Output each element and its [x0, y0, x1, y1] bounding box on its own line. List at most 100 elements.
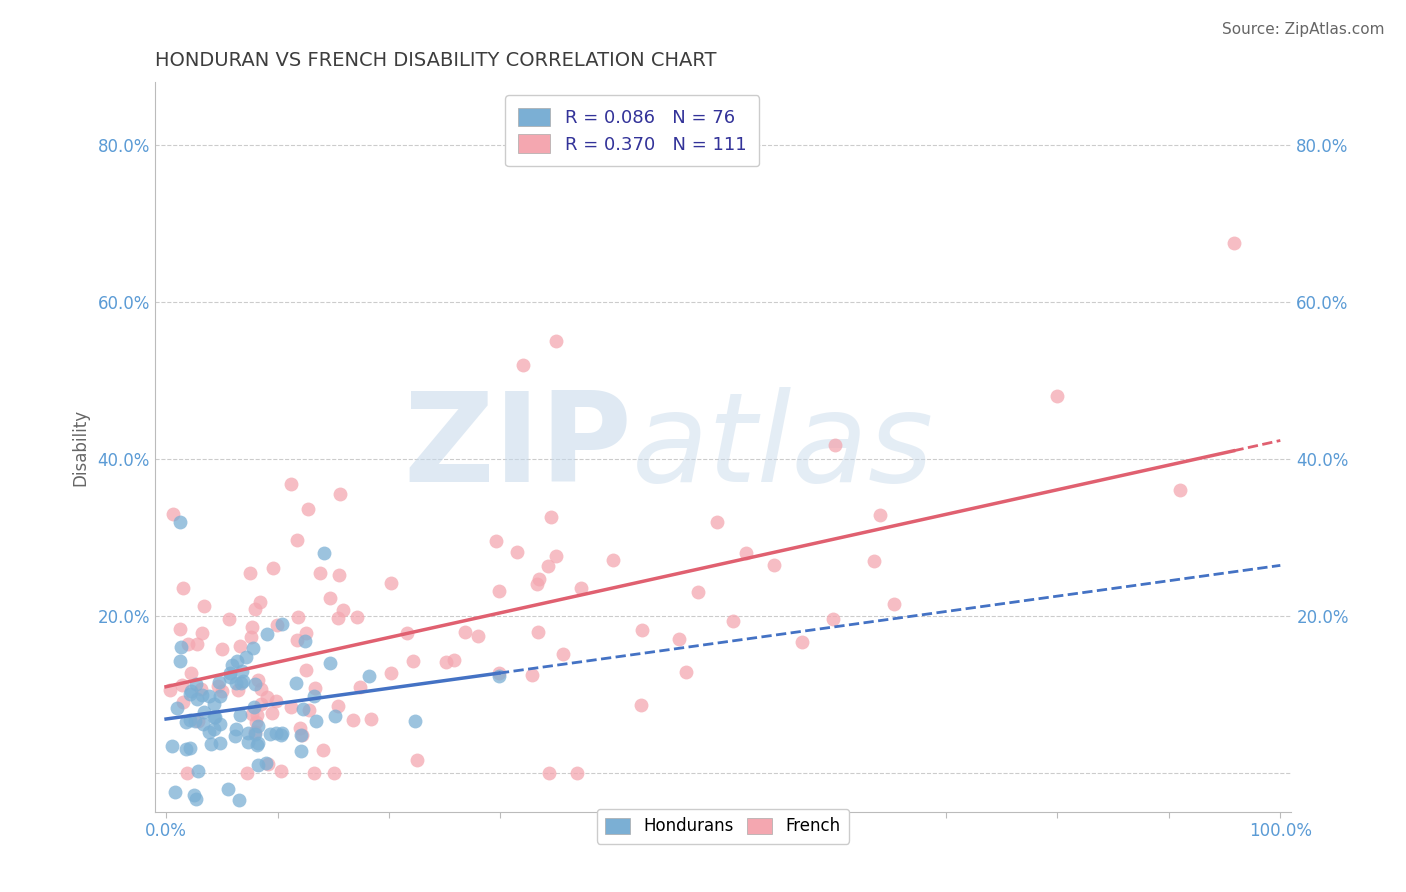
- Point: [380, 665, 402, 680]
- Point: [187, 764, 209, 779]
- Point: [538, 765, 561, 780]
- Point: [271, 616, 294, 631]
- Point: [191, 717, 214, 731]
- Point: [305, 714, 328, 729]
- Point: [287, 609, 309, 624]
- Point: [821, 612, 844, 626]
- Point: [304, 681, 326, 696]
- Point: [190, 625, 212, 640]
- Point: [488, 583, 510, 598]
- Point: [202, 722, 225, 736]
- Point: [883, 597, 905, 611]
- Point: [540, 510, 562, 524]
- Point: [526, 577, 548, 591]
- Point: [198, 689, 221, 703]
- Point: [290, 744, 312, 758]
- Point: [380, 576, 402, 591]
- Point: [256, 757, 278, 772]
- Point: [198, 725, 221, 739]
- Point: [217, 781, 239, 796]
- Point: [488, 669, 510, 683]
- Point: [200, 737, 222, 751]
- Point: [209, 717, 232, 731]
- Point: [235, 650, 257, 665]
- Point: [172, 582, 194, 596]
- Point: [260, 706, 283, 721]
- Point: [285, 533, 308, 547]
- Point: [176, 637, 198, 651]
- Point: [256, 690, 278, 704]
- Point: [454, 625, 477, 640]
- Point: [295, 626, 318, 640]
- Point: [236, 765, 259, 780]
- Point: [179, 666, 201, 681]
- Point: [169, 623, 191, 637]
- Point: [208, 690, 231, 704]
- Point: [186, 692, 208, 706]
- Legend: Hondurans, French: Hondurans, French: [598, 809, 849, 844]
- Point: [218, 612, 240, 626]
- Point: [298, 703, 321, 717]
- Point: [162, 508, 184, 522]
- Point: [319, 591, 342, 605]
- Point: [159, 682, 181, 697]
- Point: [179, 714, 201, 728]
- Point: [209, 736, 232, 750]
- Point: [226, 683, 249, 698]
- Point: [211, 684, 233, 698]
- Point: [1222, 236, 1244, 251]
- Point: [240, 631, 263, 645]
- Point: [247, 736, 270, 750]
- Point: [187, 714, 209, 728]
- Point: [280, 700, 302, 714]
- Point: [225, 722, 247, 736]
- Point: [328, 567, 350, 582]
- Point: [567, 765, 589, 780]
- Point: [193, 705, 215, 719]
- Point: [262, 561, 284, 575]
- Point: [862, 553, 884, 567]
- Point: [688, 584, 710, 599]
- Point: [225, 655, 247, 669]
- Point: [183, 788, 205, 802]
- Point: [225, 675, 247, 690]
- Point: [247, 719, 270, 733]
- Point: [292, 702, 315, 716]
- Point: [176, 742, 198, 756]
- Point: [434, 655, 457, 669]
- Point: [204, 710, 226, 724]
- Point: [537, 559, 560, 574]
- Point: [280, 477, 302, 491]
- Point: [246, 708, 269, 723]
- Point: [163, 785, 186, 799]
- Point: [229, 676, 252, 690]
- Point: [207, 679, 229, 693]
- Point: [202, 697, 225, 711]
- Point: [239, 566, 262, 580]
- Point: [170, 678, 193, 692]
- Point: [506, 545, 529, 559]
- Point: [243, 676, 266, 690]
- Point: [527, 624, 550, 639]
- Point: [285, 632, 308, 647]
- Point: [443, 652, 465, 666]
- Point: [246, 757, 269, 772]
- Point: [297, 502, 319, 516]
- Point: [186, 637, 208, 651]
- Point: [250, 682, 273, 697]
- Point: [211, 642, 233, 657]
- Point: [790, 634, 813, 648]
- Point: [179, 741, 201, 756]
- Point: [246, 673, 269, 687]
- Point: [191, 688, 214, 702]
- Point: [204, 710, 226, 724]
- Point: [219, 670, 242, 684]
- Point: [238, 735, 260, 749]
- Point: [675, 665, 697, 679]
- Point: [1046, 389, 1069, 403]
- Point: [183, 714, 205, 729]
- Point: [249, 595, 271, 609]
- Point: [169, 515, 191, 529]
- Point: [270, 727, 292, 741]
- Point: [184, 676, 207, 690]
